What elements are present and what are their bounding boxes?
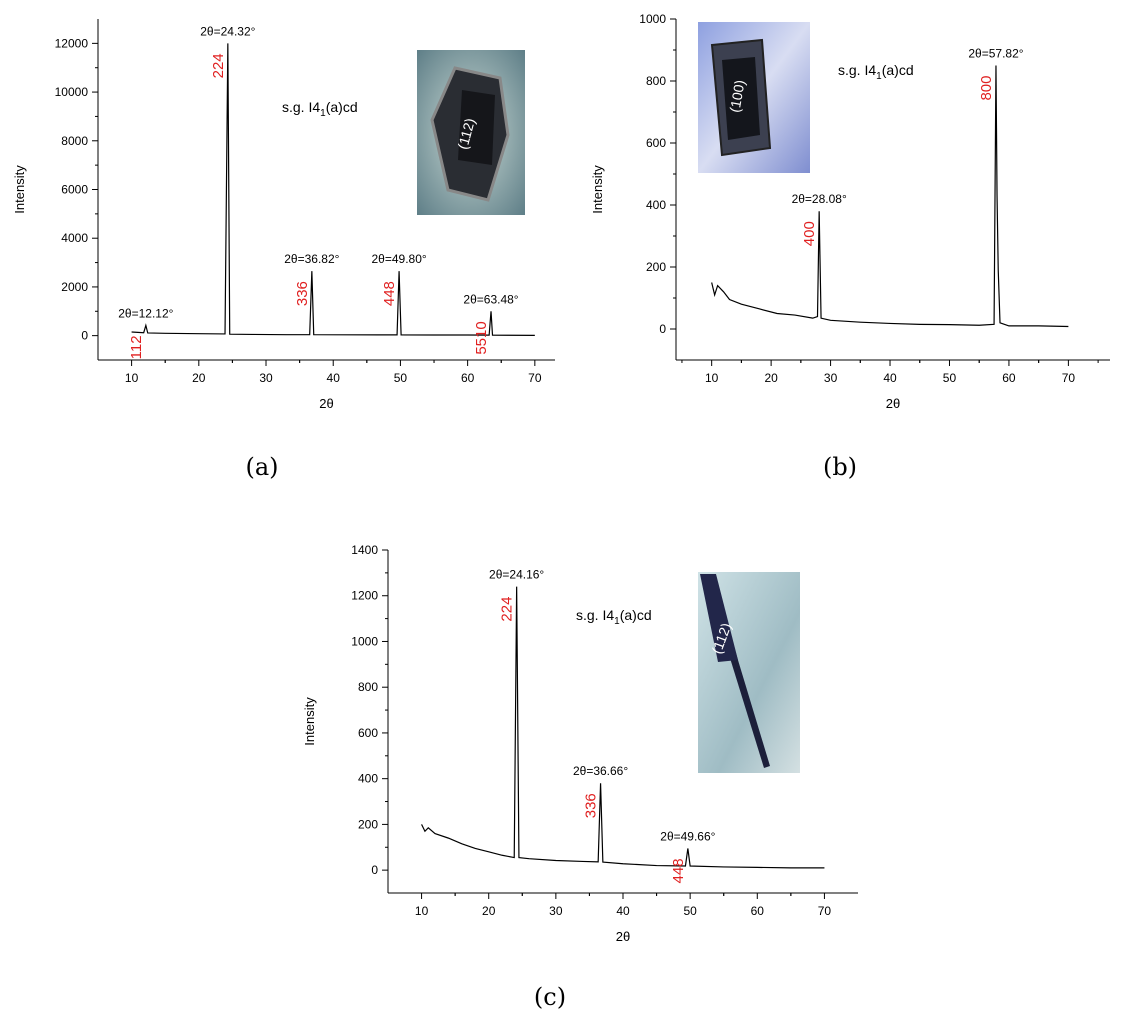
y-tick-label: 800 <box>646 74 666 88</box>
y-tick-label: 8000 <box>61 134 88 148</box>
peak-label: 2θ=49.80° <box>371 252 426 266</box>
peak-label: 2θ=12.12° <box>118 306 173 320</box>
data-line <box>421 586 825 869</box>
x-tick-label: 10 <box>125 371 139 385</box>
hkl-label: 400 <box>801 221 818 246</box>
caption: (a) <box>245 453 278 481</box>
space-group-sub: 1 <box>320 108 326 119</box>
peak-label: 2θ=24.32° <box>200 24 255 38</box>
x-tick-label: 30 <box>824 371 838 385</box>
x-tick-label: 30 <box>259 371 273 385</box>
space-group-sub: 1 <box>876 71 882 82</box>
x-tick-label: 50 <box>683 904 697 918</box>
x-tick-label: 50 <box>394 371 408 385</box>
y-tick-label: 10000 <box>55 85 89 99</box>
x-tick-label: 60 <box>1002 371 1016 385</box>
y-tick-label: 1400 <box>351 543 378 557</box>
space-group-main: s.g. I4 <box>576 607 614 623</box>
peak-label: 2θ=28.08° <box>792 192 847 206</box>
peak-label: 2θ=63.48° <box>463 292 518 306</box>
y-tick-label: 4000 <box>61 231 88 245</box>
space-group-main: s.g. I4 <box>282 99 320 115</box>
x-tick-label: 70 <box>818 904 832 918</box>
hkl-label: 5510 <box>473 321 490 354</box>
x-tick-label: 70 <box>528 371 542 385</box>
x-tick-label: 60 <box>751 904 765 918</box>
x-tick-label: 10 <box>415 904 429 918</box>
y-tick-label: 1000 <box>639 12 666 26</box>
x-tick-label: 30 <box>549 904 563 918</box>
y-tick-label: 12000 <box>55 36 89 50</box>
space-group-rest: (a)cd <box>620 607 652 623</box>
space-group: s.g. I41(a)cd <box>576 607 652 627</box>
y-tick-label: 0 <box>659 322 666 336</box>
peak-label: 2θ=36.66° <box>573 764 628 778</box>
data-line <box>711 65 1069 328</box>
x-axis-label: 2θ <box>616 929 630 944</box>
hkl-label: 448 <box>381 281 398 306</box>
x-tick-label: 40 <box>327 371 341 385</box>
chart: 0 2000 4000 6000 8000 10000 12000 10 20 30 40 50 60 7… <box>12 19 555 481</box>
y-tick-label: 400 <box>646 198 666 212</box>
hkl-label: 800 <box>978 76 995 101</box>
y-axis-label: Intensity <box>12 165 27 214</box>
hkl-label: 336 <box>294 281 311 306</box>
x-tick-label: 20 <box>192 371 206 385</box>
y-tick-label: 800 <box>358 680 378 694</box>
chart: 0 200 400 600 800 1000 10 20 30 40 50 60 70 2θ Intensi… <box>590 12 1110 481</box>
y-tick-label: 1200 <box>351 589 378 603</box>
x-tick-label: 60 <box>461 371 475 385</box>
y-tick-label: 6000 <box>61 183 88 197</box>
y-tick-label: 2000 <box>61 280 88 294</box>
y-tick-label: 0 <box>81 329 88 343</box>
peak-label: 2θ=57.82° <box>968 47 1023 61</box>
x-tick-label: 20 <box>764 371 778 385</box>
y-tick-label: 0 <box>371 863 378 877</box>
peak-label: 2θ=24.16° <box>489 568 544 582</box>
hkl-label: 448 <box>670 858 687 883</box>
hkl-label: 224 <box>210 53 227 78</box>
chart: 0 200 400 600 800 1000 1200 1400 10 20 30 40 50 60 70 2… <box>302 543 858 1011</box>
photo-label: (100) <box>726 79 747 114</box>
y-axis-label: Intensity <box>590 165 605 214</box>
hkl-label: 112 <box>128 335 145 359</box>
space-group: s.g. I41(a)cd <box>838 62 914 82</box>
photo-inset <box>417 50 525 215</box>
y-tick-label: 600 <box>358 726 378 740</box>
x-tick-label: 20 <box>482 904 496 918</box>
x-tick-label: 50 <box>943 371 957 385</box>
space-group-rest: (a)cd <box>882 62 914 78</box>
peak-label: 2θ=49.66° <box>660 829 715 843</box>
peak-label: 2θ=36.82° <box>284 252 339 266</box>
y-tick-label: 200 <box>358 817 378 831</box>
caption: (c) <box>534 983 566 1011</box>
y-tick-label: 400 <box>358 772 378 786</box>
x-tick-label: 40 <box>616 904 630 918</box>
photo-inset <box>698 572 800 773</box>
y-tick-label: 1000 <box>351 634 378 648</box>
space-group: s.g. I41(a)cd <box>282 99 358 119</box>
space-group-main: s.g. I4 <box>838 62 876 78</box>
data-line <box>131 43 535 336</box>
x-axis-label: 2θ <box>319 396 333 411</box>
hkl-label: 224 <box>499 597 516 622</box>
hkl-label: 336 <box>583 793 600 818</box>
y-tick-label: 200 <box>646 260 666 274</box>
space-group-sub: 1 <box>614 616 620 627</box>
y-tick-label: 600 <box>646 136 666 150</box>
x-tick-label: 40 <box>883 371 897 385</box>
x-axis-label: 2θ <box>886 396 900 411</box>
caption: (b) <box>823 453 857 481</box>
photo-label: (112) <box>454 116 478 151</box>
x-tick-label: 70 <box>1062 371 1076 385</box>
y-axis-label: Intensity <box>302 697 317 746</box>
photo-inset <box>698 22 810 173</box>
x-tick-label: 10 <box>705 371 719 385</box>
space-group-rest: (a)cd <box>326 99 358 115</box>
